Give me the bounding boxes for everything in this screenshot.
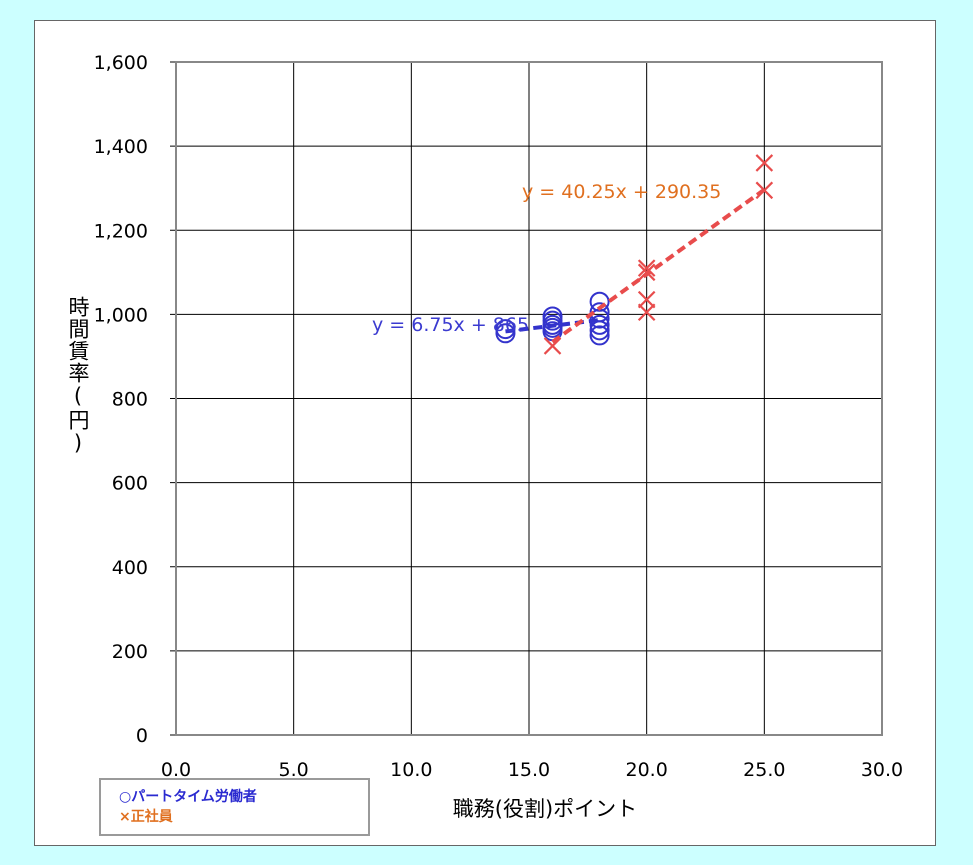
x-tick-label: 15.0	[508, 759, 550, 781]
regular-point	[637, 259, 656, 277]
y-tick-label: 1,600	[94, 52, 148, 74]
y-tick-label: 400	[112, 557, 148, 579]
chart-legend: ○パートタイム労働者 ×正社員	[99, 778, 370, 836]
y-tick-label: 0	[136, 725, 148, 747]
y-tick-label: 1,400	[94, 136, 148, 158]
y-tick-label: 200	[112, 641, 148, 663]
x-tick-label: 5.0	[279, 759, 309, 781]
legend-label-part-time: ○パートタイム労働者	[119, 789, 257, 805]
x-tick-label: 10.0	[390, 759, 432, 781]
part-time-point	[495, 323, 516, 344]
part-time-trend-equation: y = 6.75x + 865	[372, 314, 529, 336]
y-tick-label: 800	[112, 389, 148, 411]
y-axis-label: 時間賃率(円)	[66, 296, 90, 456]
regular-point	[637, 290, 656, 309]
x-axis-label: 職務(役割)ポイント	[452, 797, 638, 821]
x-tick-label: 30.0	[861, 759, 903, 781]
regular-point	[755, 154, 774, 172]
plot-border	[175, 61, 883, 736]
part-time-point	[589, 325, 610, 346]
legend-item-part-time: ○パートタイム労働者	[119, 787, 368, 807]
regular-trendline	[551, 187, 766, 344]
x-tick-label: 0.0	[161, 759, 191, 781]
regular-point	[637, 303, 656, 322]
legend-item-regular: ×正社員	[119, 807, 368, 827]
part-time-trendline	[505, 318, 600, 334]
x-tick-label: 25.0	[743, 759, 785, 781]
part-time-point	[589, 320, 610, 341]
y-tick-label: 600	[112, 473, 148, 495]
legend-label-regular: ×正社員	[119, 809, 173, 825]
x-tick-label: 20.0	[626, 759, 668, 781]
regular-trend-equation: y = 40.25x + 290.35	[522, 181, 721, 203]
y-tick-label: 1,200	[94, 220, 148, 242]
part-time-point	[589, 291, 610, 312]
y-tick-label: 1,000	[94, 304, 148, 326]
part-time-point	[589, 314, 610, 335]
